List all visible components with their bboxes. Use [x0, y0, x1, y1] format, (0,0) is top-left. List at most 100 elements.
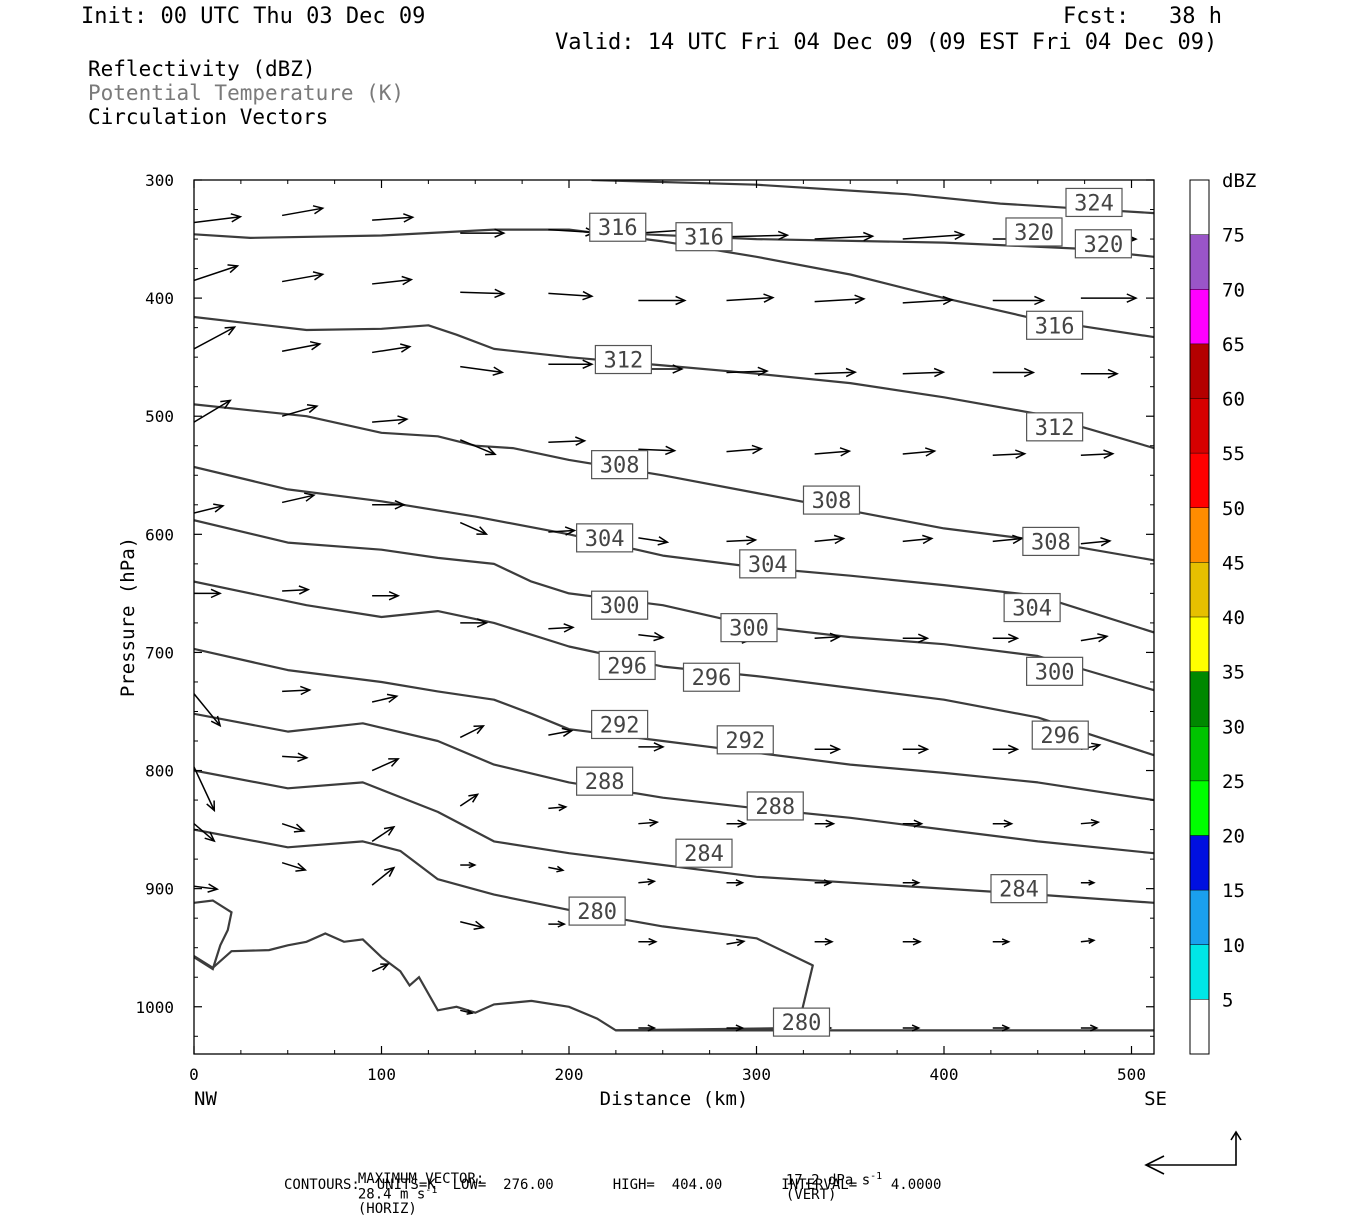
- forecast-hour: Fcst: 38 h: [1063, 4, 1222, 29]
- contour-label: 316: [1026, 310, 1084, 340]
- contour-label: 308: [1022, 526, 1080, 557]
- svg-text:312: 312: [1035, 416, 1075, 441]
- colorbar-tick-label: 75: [1222, 225, 1245, 247]
- circulation-vector: [282, 752, 309, 763]
- colorbar-tick-label: 45: [1222, 552, 1245, 574]
- circulation-vector: [281, 340, 322, 352]
- svg-text:280: 280: [577, 900, 617, 925]
- circulation-vector: [194, 588, 222, 599]
- circulation-vector: [194, 766, 216, 813]
- circulation-vector: [992, 744, 1020, 755]
- circulation-vector: [814, 744, 842, 755]
- circulation-vector: [548, 436, 587, 446]
- circulation-vector: [638, 295, 687, 306]
- isentrope-292: [194, 647, 1154, 802]
- circulation-vector: [372, 500, 406, 510]
- svg-text:296: 296: [692, 666, 732, 691]
- circulation-vector: [902, 819, 924, 828]
- isentrope-280: [194, 828, 814, 1032]
- field-label-reflectivity: Reflectivity (dBZ): [88, 57, 316, 81]
- circulation-vector: [638, 937, 658, 946]
- colorbar-tick-label: 30: [1222, 716, 1245, 738]
- circulation-vector: [814, 632, 842, 643]
- circulation-vector: [282, 685, 312, 696]
- svg-text:308: 308: [812, 489, 852, 514]
- colorbar-tick-label: 25: [1222, 771, 1245, 793]
- svg-text:316: 316: [684, 226, 724, 251]
- colorbar-swatch: [1190, 617, 1209, 672]
- colorbar-tick-label: 50: [1222, 498, 1245, 520]
- circulation-vector: [726, 535, 758, 546]
- contour-label: 288: [576, 766, 634, 796]
- contour-label: 304: [739, 549, 797, 579]
- circulation-vector: [902, 937, 922, 946]
- colorbar-swatch: [1190, 234, 1209, 290]
- circulation-vector: [638, 1024, 657, 1032]
- contour-label: 324: [1065, 187, 1123, 218]
- circulation-vector: [281, 861, 308, 872]
- x-axis-label: Distance (km): [600, 1088, 749, 1110]
- circulation-vector: [282, 585, 311, 595]
- contour-label: 296: [1031, 720, 1089, 750]
- colorbar-tick-label: 20: [1222, 826, 1245, 848]
- circulation-vector: [281, 822, 306, 833]
- colorbar-unit-label: dBZ: [1222, 170, 1256, 192]
- colorbar-swatch: [1190, 780, 1209, 836]
- contour-label: 280: [772, 1007, 831, 1037]
- circulation-vector: [902, 534, 934, 545]
- svg-text:320: 320: [1014, 221, 1054, 246]
- circulation-vector: [902, 633, 930, 643]
- circulation-vector: [460, 618, 489, 628]
- circulation-vector: [902, 230, 966, 241]
- circulation-vector: [992, 938, 1011, 946]
- circulation-vector: [1080, 449, 1115, 459]
- isentrope-316: [194, 228, 1154, 339]
- colorbar-swatch: [1190, 944, 1209, 1000]
- circulation-vector: [281, 205, 325, 217]
- contour-label: 304: [576, 523, 634, 553]
- x-tick-label: 0: [189, 1065, 199, 1084]
- contour-label: 284: [675, 838, 733, 868]
- circulation-vector: [281, 492, 316, 504]
- contour-label: 296: [682, 662, 741, 692]
- circulation-vector: [548, 727, 574, 738]
- y-tick-label: 400: [145, 289, 174, 308]
- circulation-vector: [548, 803, 568, 812]
- init-time: Init: 00 UTC Thu 03 Dec 09: [81, 4, 426, 29]
- circulation-vector: [372, 591, 401, 601]
- colorbar-tick-label: 10: [1222, 935, 1245, 957]
- circulation-vector: [460, 288, 506, 299]
- isentrope-308: [194, 403, 1154, 562]
- y-tick-label: 1000: [135, 998, 174, 1017]
- svg-text:304: 304: [585, 527, 625, 552]
- isentrope-312: [194, 315, 1154, 450]
- circulation-vector: [638, 818, 660, 827]
- circulation-vector: [814, 231, 875, 242]
- circulation-vector: [194, 503, 225, 514]
- circulation-vector: [1080, 1024, 1099, 1032]
- circulation-vector: [460, 365, 505, 376]
- max-vector-vert-line: 17.2 dPa s-1 (VERT): [769, 1158, 882, 1202]
- field-label-potential-temperature: Potential Temperature (K): [88, 81, 405, 105]
- svg-text:300: 300: [1035, 660, 1075, 685]
- colorbar-swatch: [1190, 507, 1209, 563]
- circulation-vector: [548, 865, 565, 873]
- svg-text:292: 292: [725, 729, 765, 754]
- colorbar-tick-label: 55: [1222, 443, 1245, 465]
- svg-text:292: 292: [600, 713, 640, 738]
- circulation-vector: [814, 294, 866, 305]
- svg-text:296: 296: [1040, 724, 1080, 749]
- y-axis-label: Pressure (hPa): [117, 537, 139, 697]
- circulation-vector: [281, 271, 325, 283]
- circulation-vector: [638, 445, 677, 456]
- circulation-vector: [902, 367, 946, 378]
- svg-text:316: 316: [598, 216, 638, 241]
- circulation-vector: [460, 1009, 474, 1015]
- circulation-vector: [992, 367, 1036, 378]
- x-tick-label: 300: [742, 1065, 771, 1084]
- y-tick-label: 800: [145, 762, 174, 781]
- contour-label: 300: [720, 613, 778, 643]
- circulation-vector: [372, 415, 409, 425]
- plot-frame: [193, 179, 1155, 1055]
